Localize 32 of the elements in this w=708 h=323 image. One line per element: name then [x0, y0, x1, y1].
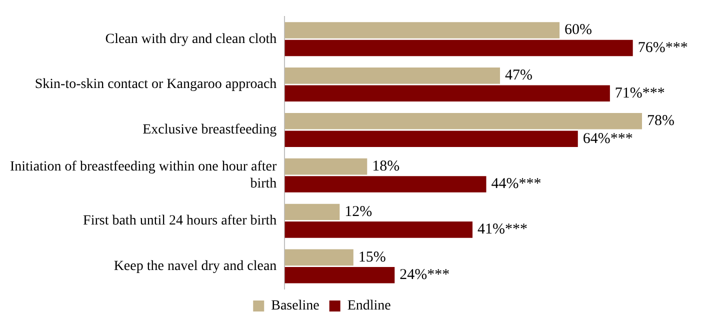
data-label: 78% [647, 113, 674, 130]
data-label: 12% [344, 204, 372, 220]
bar [284, 130, 578, 147]
bar [284, 68, 500, 84]
data-label: 47% [504, 68, 532, 84]
bar [284, 222, 473, 238]
bar [284, 266, 395, 284]
data-label: 60% [564, 22, 592, 38]
y-tick-label: Skin-to-skin contact or Kangaroo approach [34, 77, 277, 92]
data-label: 24%*** [400, 267, 450, 284]
bar [284, 176, 486, 192]
bar [284, 40, 633, 56]
bar [284, 85, 610, 102]
bar [284, 204, 340, 220]
legend-label: Endline [347, 298, 391, 314]
bar [284, 112, 642, 130]
data-label: 41%*** [478, 222, 528, 238]
data-label: 71%*** [614, 85, 665, 102]
data-label: 44%*** [491, 176, 542, 192]
data-label: 64%*** [582, 130, 633, 147]
data-label: 15% [358, 249, 386, 266]
y-tick-label: Initiation of breastfeeding within one hour after birth [10, 160, 278, 192]
y-tick-label: First bath until 24 hours after birth [83, 214, 277, 229]
bar [284, 22, 560, 38]
bar [284, 158, 368, 175]
y-tick-label: Keep the navel dry and clean [114, 258, 277, 274]
y-tick-label: Exclusive breastfeeding [142, 122, 277, 138]
bar [284, 249, 354, 266]
y-tick-label: Clean with dry and clean cloth [105, 32, 277, 47]
data-label: 18% [372, 158, 400, 174]
data-label: 76%*** [638, 40, 688, 56]
legend-label: Baseline [271, 298, 320, 314]
